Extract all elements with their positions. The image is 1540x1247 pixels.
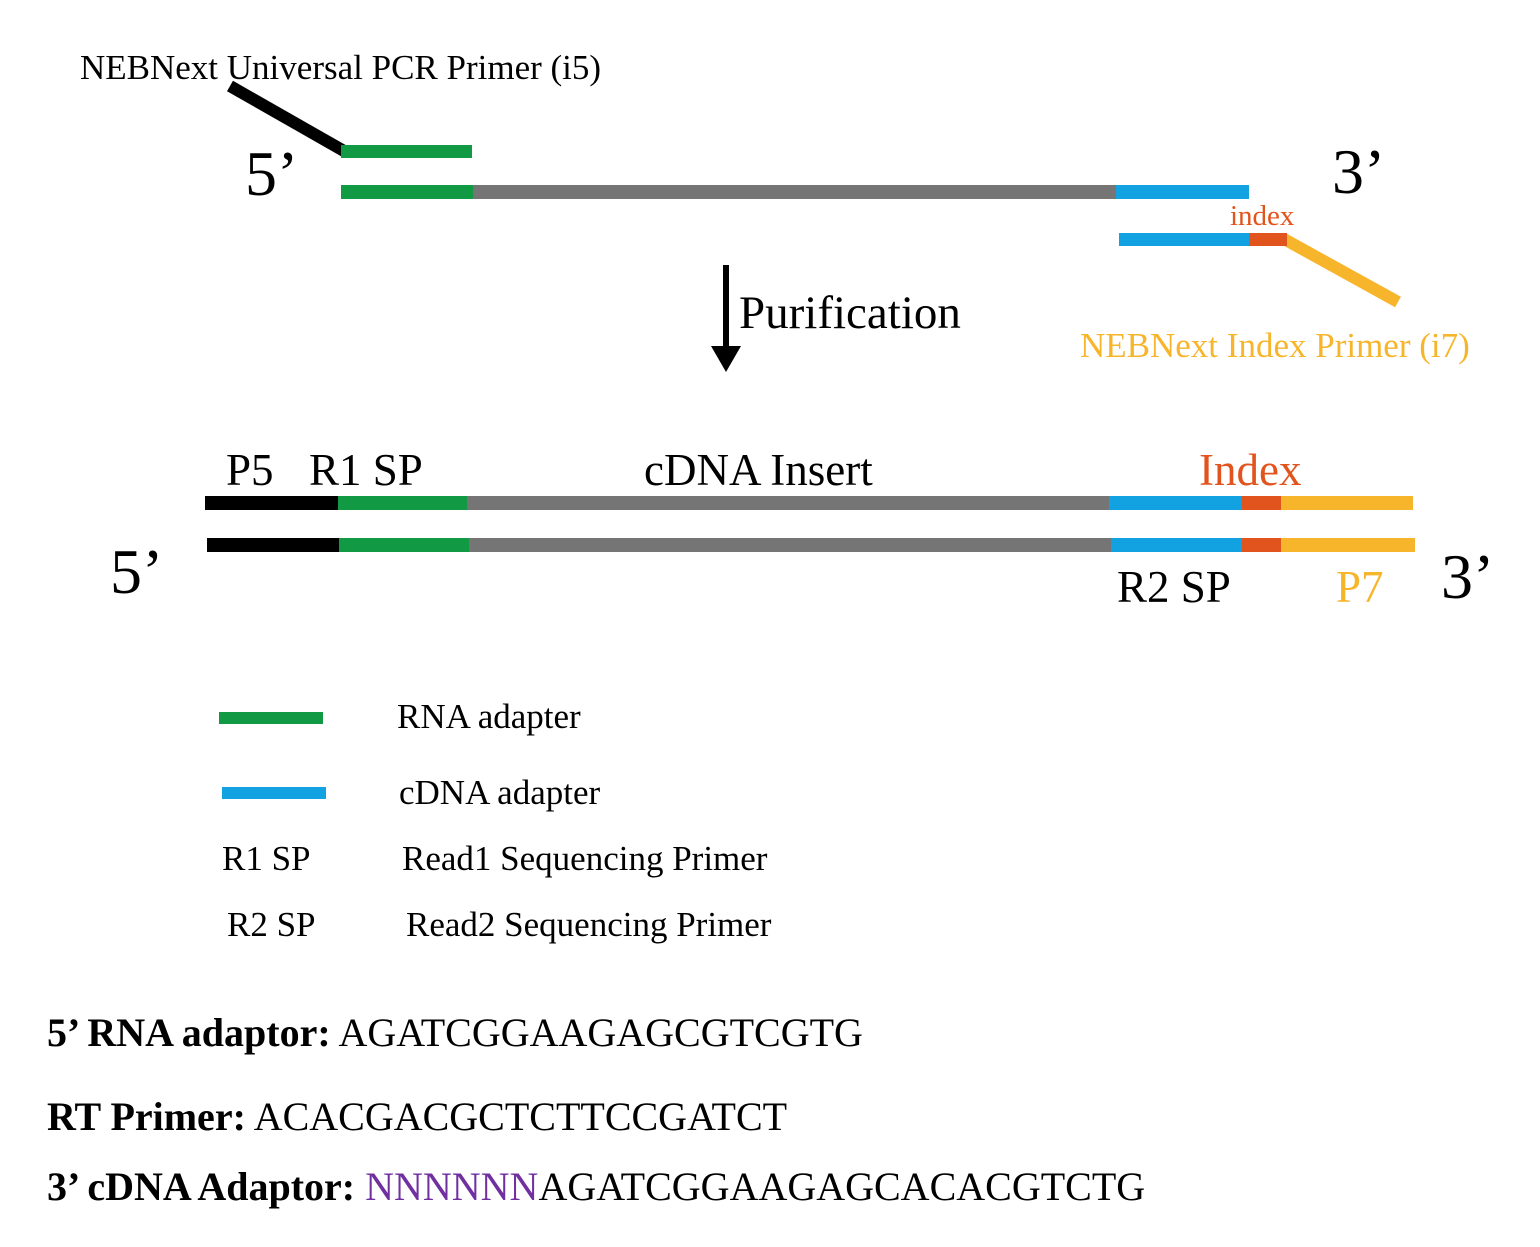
template-green-segment — [341, 185, 473, 199]
r1sp-label: R1 SP — [309, 445, 423, 495]
cdna-adaptor-label: 3’ cDNA Adaptor: — [47, 1164, 356, 1209]
i7-primer-blue-segment — [1119, 233, 1249, 246]
legend-cdna-adapter-swatch — [222, 787, 326, 799]
i7-primer-label: NEBNext Index Primer (i7) — [1080, 326, 1470, 365]
index-segment — [1242, 538, 1281, 552]
library-three-prime-label: 3’ — [1441, 541, 1495, 612]
legend-r2sp-key: R2 SP — [227, 905, 316, 944]
purification-arrow-head — [711, 346, 741, 372]
i5-primer-label: NEBNext Universal PCR Primer (i5) — [80, 48, 602, 87]
i5-primer-tail — [227, 80, 347, 157]
template-blue-segment — [1116, 185, 1249, 199]
legend-rna-adapter-swatch — [219, 712, 323, 724]
insert-segment — [469, 538, 1111, 552]
index-segment — [1242, 496, 1281, 510]
cdna-adaptor-line: 3’ cDNA Adaptor: NNNNNNAGATCGGAAGAGCACAC… — [47, 1167, 1145, 1207]
legend-r1sp-text: Read1 Sequencing Primer — [402, 839, 768, 878]
p5-segment — [207, 538, 339, 552]
i7-primer-tail — [1281, 233, 1401, 308]
library-five-prime-label: 5’ — [110, 536, 164, 607]
cdna-insert-label: cDNA Insert — [644, 445, 873, 495]
r1sp-segment — [339, 538, 469, 552]
r2sp-label: R2 SP — [1117, 562, 1231, 612]
r1sp-segment — [338, 496, 467, 510]
rt-primer-sequence: ACACGACGCTCTTCCGATCT — [253, 1094, 788, 1139]
p7-segment — [1281, 538, 1415, 552]
p7-label: P7 — [1336, 562, 1384, 612]
legend-cdna-adapter-text: cDNA adapter — [399, 773, 601, 812]
template-gray-segment — [473, 185, 1116, 199]
p5-segment — [205, 496, 338, 510]
insert-segment — [467, 496, 1109, 510]
top-five-prime-label: 5’ — [245, 138, 299, 209]
index-label: Index — [1199, 445, 1302, 495]
cdna-adaptor-umi: NNNNNN — [365, 1164, 539, 1209]
legend-r1sp-key: R1 SP — [222, 839, 311, 878]
cdna-adaptor-sequence: AGATCGGAAGAGCACACGTCTG — [538, 1164, 1146, 1209]
legend-r2sp-text: Read2 Sequencing Primer — [406, 905, 772, 944]
rna-adaptor-line: 5’ RNA adaptor: AGATCGGAAGAGCGTCGTG — [47, 1013, 863, 1053]
legend-rna-adapter-text: RNA adapter — [397, 697, 581, 736]
rna-adaptor-sequence: AGATCGGAAGAGCGTCGTG — [338, 1010, 863, 1055]
r2sp-segment — [1109, 496, 1242, 510]
top-three-prime-label: 3’ — [1332, 136, 1386, 207]
top-index-label: index — [1230, 200, 1295, 232]
i5-primer-green-strand — [341, 145, 472, 158]
purification-label: Purification — [739, 287, 961, 339]
p7-segment — [1281, 496, 1413, 510]
i7-primer-index-segment — [1249, 233, 1287, 246]
rt-primer-line: RT Primer: ACACGACGCTCTTCCGATCT — [47, 1097, 787, 1137]
rna-adaptor-label: 5’ RNA adaptor: — [47, 1010, 331, 1055]
p5-label: P5 — [226, 445, 274, 495]
rt-primer-label: RT Primer: — [47, 1094, 246, 1139]
r2sp-segment — [1111, 538, 1242, 552]
